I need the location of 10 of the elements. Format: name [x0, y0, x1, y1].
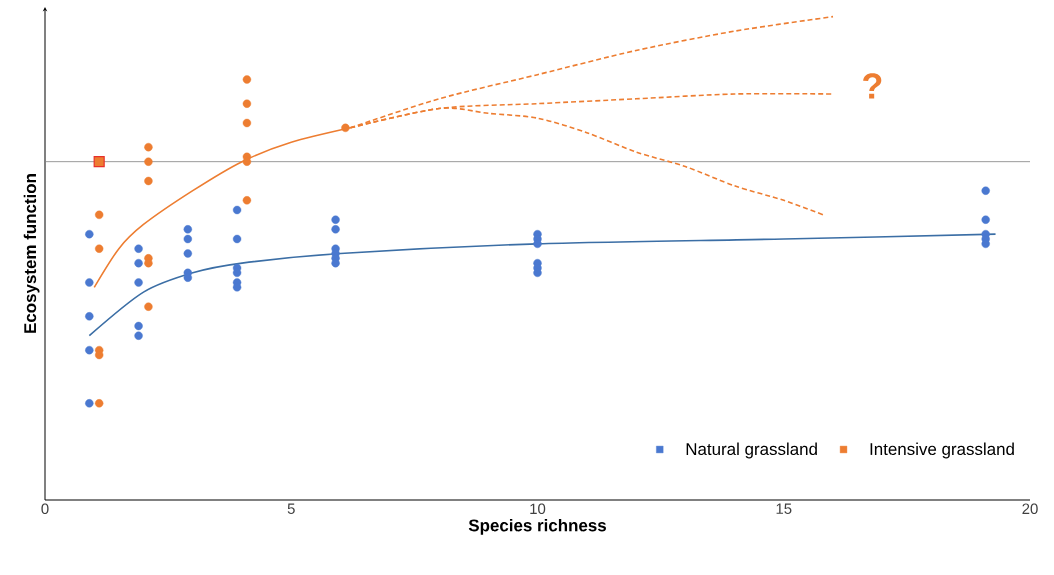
x-tick-label: 0	[41, 503, 49, 515]
x-axis-title: Species richness	[468, 518, 606, 535]
x-tick-label: 10	[530, 503, 546, 515]
legend-label: Natural grassland	[686, 442, 817, 459]
annotation: ?	[863, 73, 882, 99]
legend-label: Intensive grassland	[870, 442, 1014, 459]
x-tick-label: 15	[776, 503, 792, 514]
x-tick-label: 20	[1022, 503, 1038, 515]
x-tick-label: 5	[287, 503, 295, 514]
y-axis-title: Ecosystem function	[23, 174, 40, 333]
